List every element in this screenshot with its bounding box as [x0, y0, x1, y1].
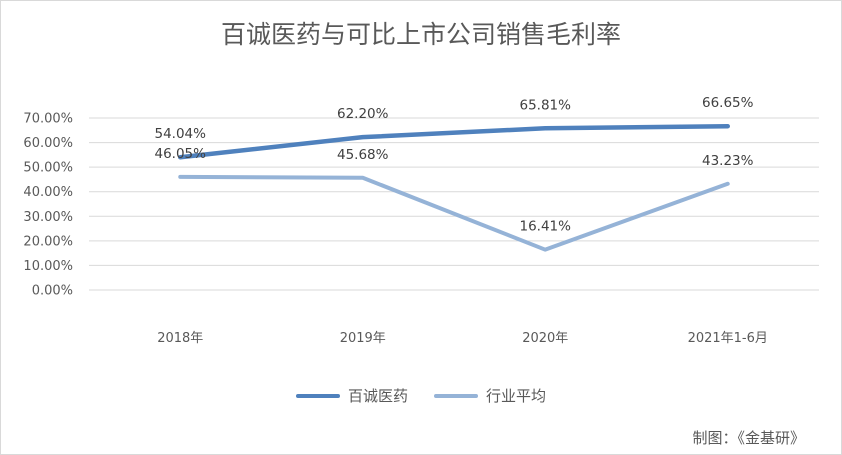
series-line-2 [178, 174, 730, 252]
data-label: 62.20% [337, 106, 389, 122]
legend: 百诚医药 行业平均 [1, 385, 841, 406]
x-tick-label: 2020年 [522, 331, 568, 346]
y-tick-label: 50.00% [23, 161, 73, 176]
data-label: 66.65% [702, 95, 754, 111]
data-labels: 54.04% 62.20% 65.81% 66.65% 46.05% 45.68% 16.4… [155, 95, 754, 234]
legend-label-series-1: 百诚医药 [347, 387, 408, 405]
gridlines [89, 117, 819, 291]
y-tick-label: 10.00% [23, 259, 73, 274]
data-label: 43.23% [702, 153, 754, 169]
legend-swatch-series-1 [295, 393, 340, 398]
y-tick-label: 0.00% [32, 284, 73, 299]
data-label: 46.05% [155, 146, 207, 162]
x-axis-ticks: 2018年 2019年 2020年 2021年1-6月 [157, 331, 768, 346]
y-tick-label: 40.00% [23, 185, 73, 200]
series-line-1 [178, 123, 730, 160]
plot-area: 0.00% 10.00% 20.00% 30.00% 40.00% 50.00% 60.00… [23, 95, 819, 346]
y-tick-label: 20.00% [23, 234, 73, 249]
data-label: 65.81% [520, 97, 572, 113]
chart-title: 百诚医药与可比上市公司销售毛利率 [220, 20, 621, 49]
legend-swatch-series-2 [434, 393, 478, 398]
data-label: 54.04% [155, 126, 207, 142]
data-label: 45.68% [337, 147, 389, 163]
source-credit: 制图：《金基研》 [692, 429, 805, 447]
x-tick-label: 2018年 [157, 331, 203, 346]
legend-item-series-2[interactable]: 行业平均 [434, 385, 546, 406]
y-tick-label: 60.00% [23, 136, 73, 151]
y-tick-label: 30.00% [23, 210, 73, 225]
legend-item-series-1[interactable]: 百诚医药 [295, 385, 408, 406]
y-tick-label: 70.00% [23, 112, 73, 127]
x-tick-label: 2019年 [340, 331, 386, 346]
y-axis-ticks: 0.00% 10.00% 20.00% 30.00% 40.00% 50.00% 60.00… [23, 112, 73, 299]
x-tick-label: 2021年1-6月 [688, 331, 768, 346]
legend-label-series-2: 行业平均 [486, 387, 547, 405]
data-label: 16.41% [520, 219, 572, 235]
series-lines [178, 123, 730, 252]
